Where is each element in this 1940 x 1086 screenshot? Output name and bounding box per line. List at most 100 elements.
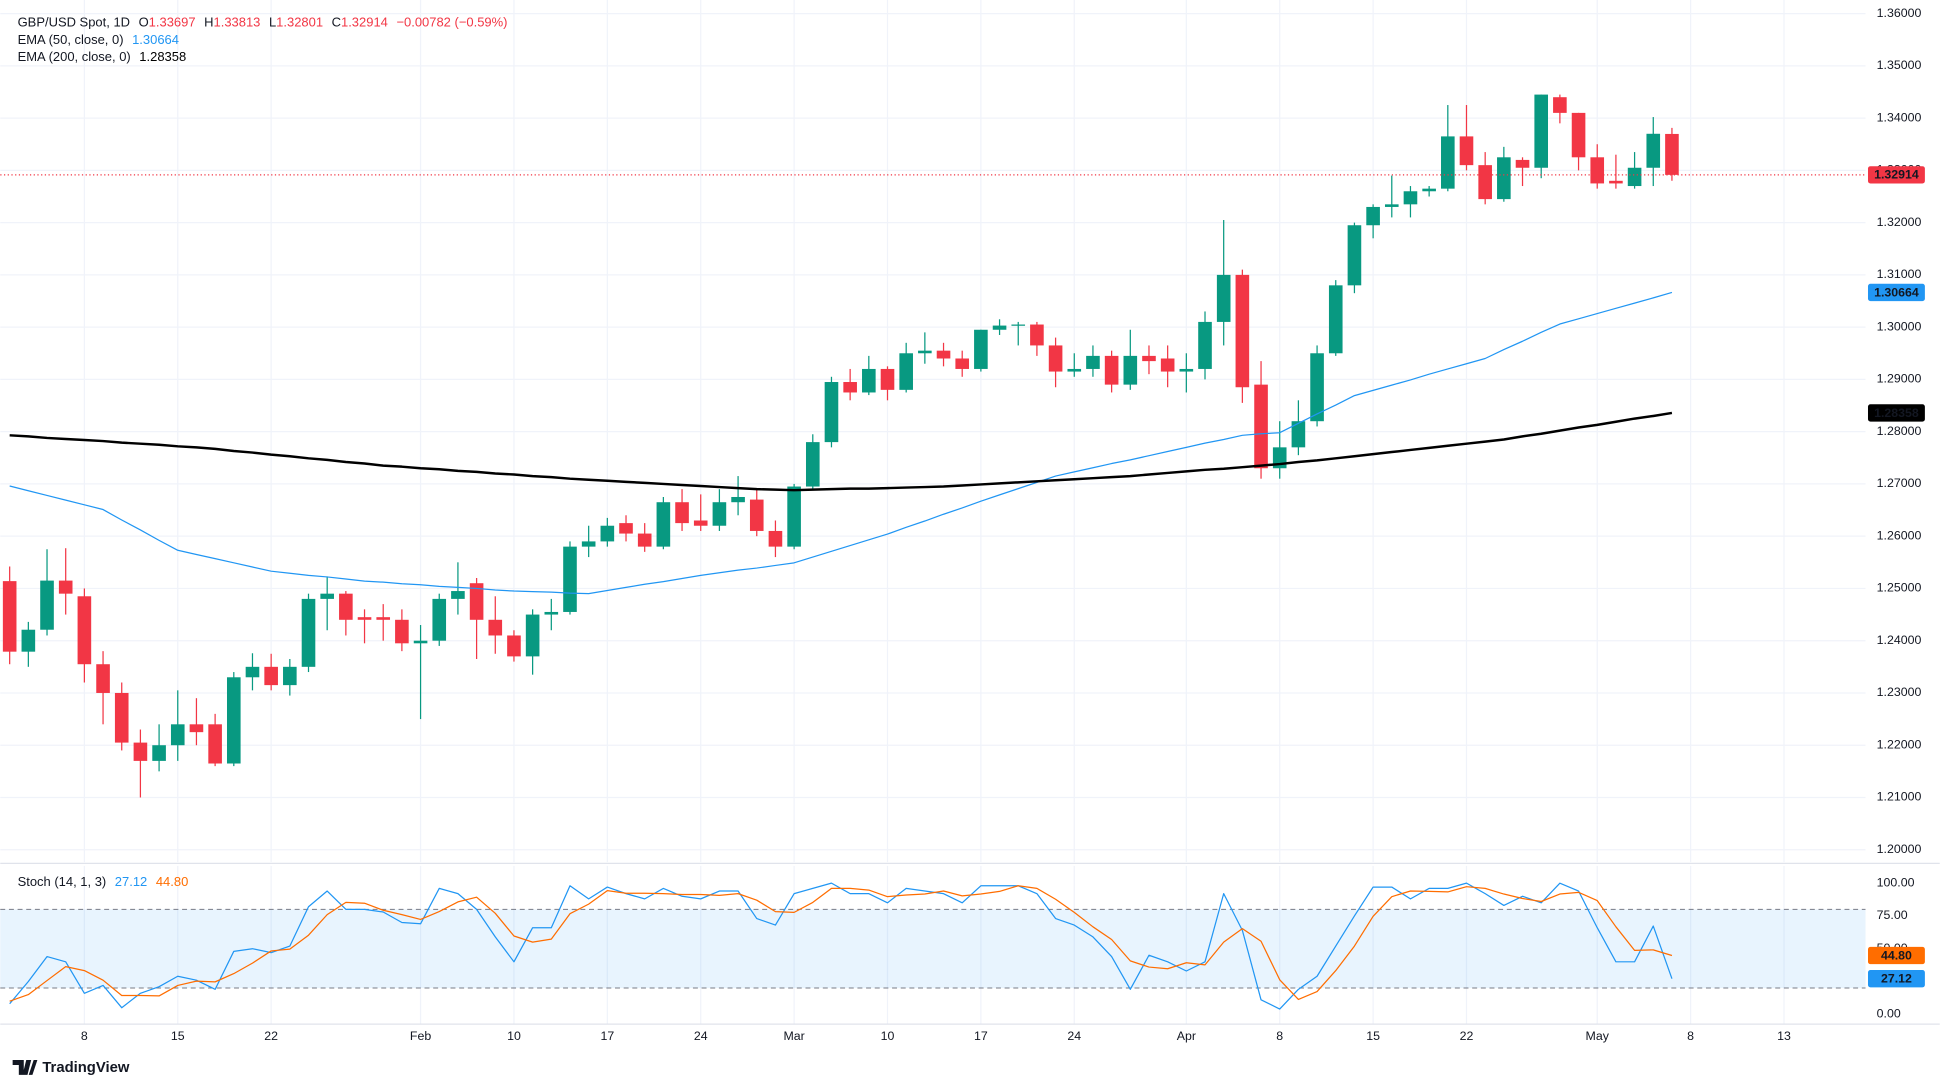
candle-body <box>1198 321 1212 369</box>
candle-body <box>264 666 278 686</box>
candle-body <box>955 358 970 369</box>
ohlc-value: 1.32914 <box>341 15 388 30</box>
candle-body <box>376 617 391 620</box>
candle-body <box>451 591 465 599</box>
price-badge <box>1867 946 1925 965</box>
brand-logo: TradingView <box>12 1060 130 1076</box>
candle-body <box>1403 191 1418 205</box>
y-tick-label: 1.29000 <box>1877 372 1922 386</box>
y-tick-label: 1.30000 <box>1877 319 1922 333</box>
candle-body <box>1254 384 1268 469</box>
change: −0.00782 (−0.59%) <box>396 15 507 30</box>
y-tick-label: 1.21000 <box>1877 790 1922 804</box>
y-tick-label: 1.26000 <box>1877 528 1922 542</box>
candle-body <box>1123 355 1138 385</box>
candle-body <box>469 583 484 620</box>
ohlc-letter: C <box>332 15 341 30</box>
candle-body <box>1366 206 1380 226</box>
price-badge-label: 44.80 <box>1881 948 1912 962</box>
candle-body <box>432 598 447 641</box>
candle-body <box>1086 355 1100 369</box>
candle-body <box>77 596 92 665</box>
candle-body <box>1310 353 1324 422</box>
candle-body <box>731 496 745 503</box>
x-tick-label: 10 <box>507 1029 521 1043</box>
x-tick-label: 15 <box>171 1029 185 1043</box>
candle-body <box>40 580 54 630</box>
candle-body <box>133 742 148 761</box>
indicator-line <box>9 885 1673 1002</box>
candle-body <box>283 666 297 686</box>
x-tick-label: 15 <box>1366 1029 1380 1043</box>
y-tick-label: 1.31000 <box>1877 267 1922 281</box>
candle-body <box>1030 324 1044 346</box>
candle-body <box>880 368 895 390</box>
candle-body <box>301 598 316 667</box>
candle-body <box>152 745 166 761</box>
candle-body <box>843 382 857 393</box>
price-badge <box>1867 404 1925 422</box>
candle-body <box>1142 355 1156 362</box>
y-tick-label: 1.35000 <box>1877 58 1922 72</box>
candle-body <box>749 499 764 531</box>
y-tick-label: 0.00 <box>1877 1007 1901 1021</box>
candle-body <box>899 353 913 390</box>
y-tick-label: 1.34000 <box>1877 110 1922 124</box>
candle-body <box>805 442 820 487</box>
candle-body <box>1235 274 1250 388</box>
candle-body <box>357 617 372 620</box>
candle-body <box>563 546 577 612</box>
candle-body <box>974 329 988 369</box>
ema-name: EMA (200, close, 0) <box>18 50 131 65</box>
candle-body <box>1422 188 1436 192</box>
stoch-d-value: 44.80 <box>156 875 188 890</box>
ohlc-value: 1.33697 <box>149 15 196 30</box>
x-tick-label: 24 <box>1067 1029 1081 1043</box>
candle-body <box>1553 97 1567 113</box>
x-tick-label: Apr <box>1177 1029 1196 1043</box>
y-tick-label: 1.27000 <box>1877 476 1922 490</box>
x-tick-label: 24 <box>694 1029 708 1043</box>
stoch-legend: Stoch (14, 1, 3) 27.12 44.80 <box>18 875 189 890</box>
price-badge-label: 1.28358 <box>1874 406 1919 420</box>
candle-body <box>1067 368 1082 372</box>
candle-body <box>208 724 222 764</box>
candle-body <box>1048 345 1063 372</box>
candle-body <box>226 677 241 764</box>
candle-body <box>339 593 353 620</box>
x-tick-label: Feb <box>410 1029 431 1043</box>
x-tick-label: 8 <box>81 1029 88 1043</box>
candle-body <box>1291 421 1306 448</box>
candle-body <box>1347 225 1362 286</box>
ohlc-letter: L <box>269 15 276 30</box>
indicator-line <box>9 291 1673 595</box>
y-tick-label: 1.25000 <box>1877 581 1922 595</box>
candle-body <box>1590 157 1605 184</box>
candle-body <box>1384 204 1399 207</box>
x-tick-label: May <box>1586 1029 1610 1043</box>
candle-body <box>1441 136 1455 189</box>
price-badge <box>1867 283 1925 302</box>
candle-body <box>787 486 801 547</box>
price-badge-label: 27.12 <box>1881 972 1912 986</box>
candle-body <box>1515 159 1530 168</box>
brand-name: TradingView <box>42 1060 130 1076</box>
y-tick-label: 1.28000 <box>1877 424 1922 438</box>
candle-body <box>936 350 951 359</box>
y-tick-label: 1.22000 <box>1877 737 1922 751</box>
candle-body <box>1179 368 1194 372</box>
candle-body <box>507 635 521 657</box>
grid-layer <box>0 0 1866 1025</box>
price-badge <box>1867 970 1925 988</box>
main-legend: GBP/USD Spot, 1D O1.33697 H1.33813 L1.32… <box>18 15 508 30</box>
candle-body <box>1497 157 1511 200</box>
candle-body <box>992 325 1007 330</box>
candle-body <box>114 692 129 743</box>
candle-body <box>488 619 503 636</box>
candle-body <box>1216 274 1231 322</box>
ema-name: EMA (50, close, 0) <box>18 32 124 47</box>
candle-body <box>600 525 615 542</box>
price-badge-label: 1.32914 <box>1874 168 1919 182</box>
